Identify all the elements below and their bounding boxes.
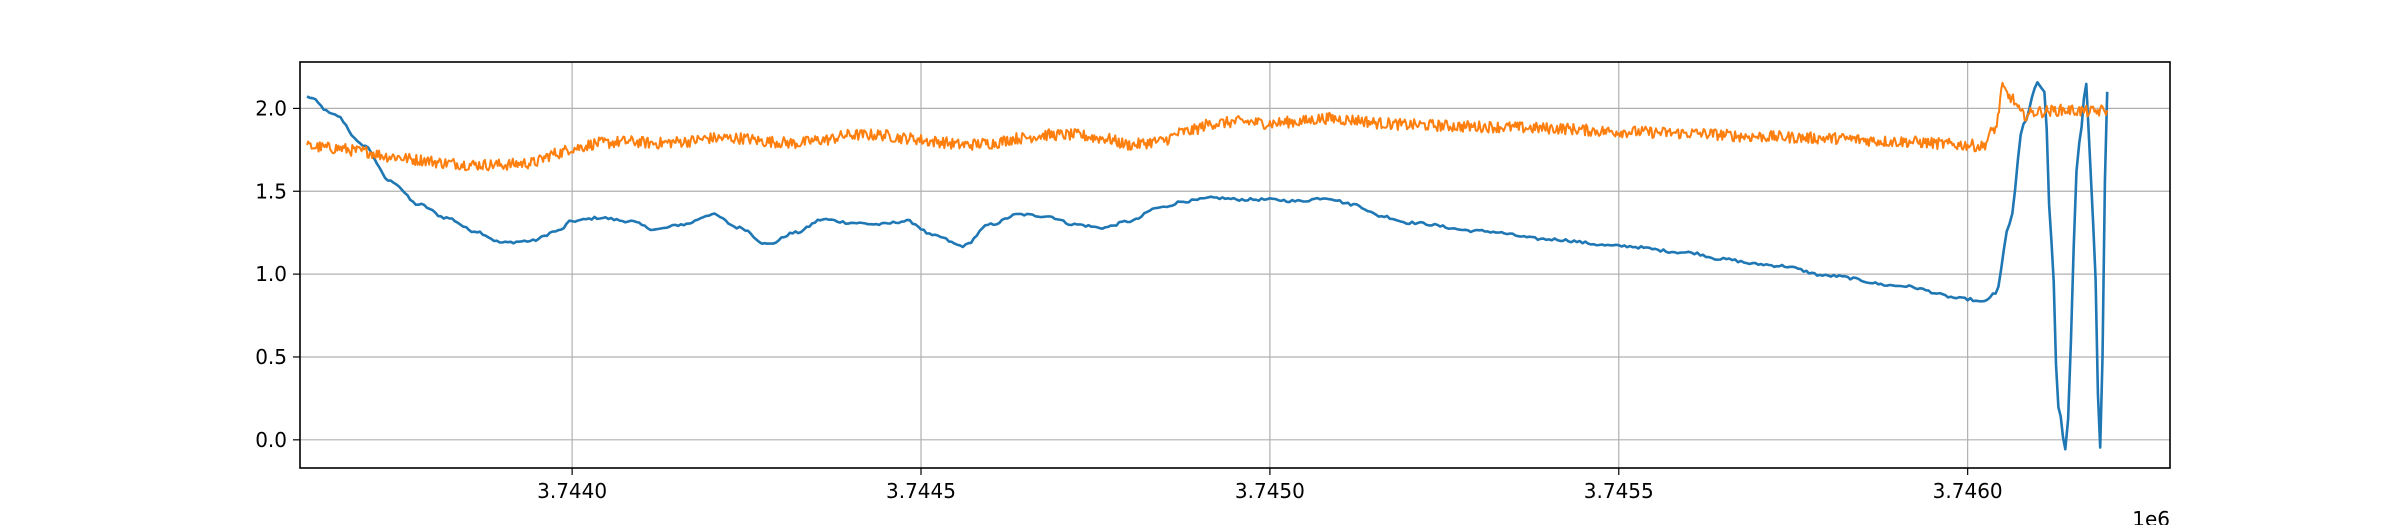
y-tick-label: 1.0 — [255, 262, 287, 286]
series-line-1 — [306, 81, 2109, 451]
plot-series — [306, 81, 2109, 451]
x-tick-label: 3.7460 — [1933, 479, 2003, 503]
y-tick-label: 2.0 — [255, 96, 287, 120]
x-tick-label: 3.7440 — [537, 479, 607, 503]
y-tick-label: 0.5 — [255, 345, 287, 369]
x-tick-label: 3.7445 — [886, 479, 956, 503]
plot-frame — [299, 61, 2171, 469]
y-tick-label: 0.0 — [255, 428, 287, 452]
x-tick-label: 3.7455 — [1584, 479, 1654, 503]
x-tick-label: 3.7450 — [1235, 479, 1305, 503]
series-line-2 — [306, 81, 2109, 172]
grid-lines — [300, 62, 2170, 468]
y-tick-label: 1.5 — [255, 179, 287, 203]
axis-ticks: 3.7440 3.7445 3.7450 3.7455 3.7460 0.0 0.5 1.0 1… — [255, 96, 2002, 503]
x-axis-offset-label: 1e6 — [2132, 507, 2170, 525]
